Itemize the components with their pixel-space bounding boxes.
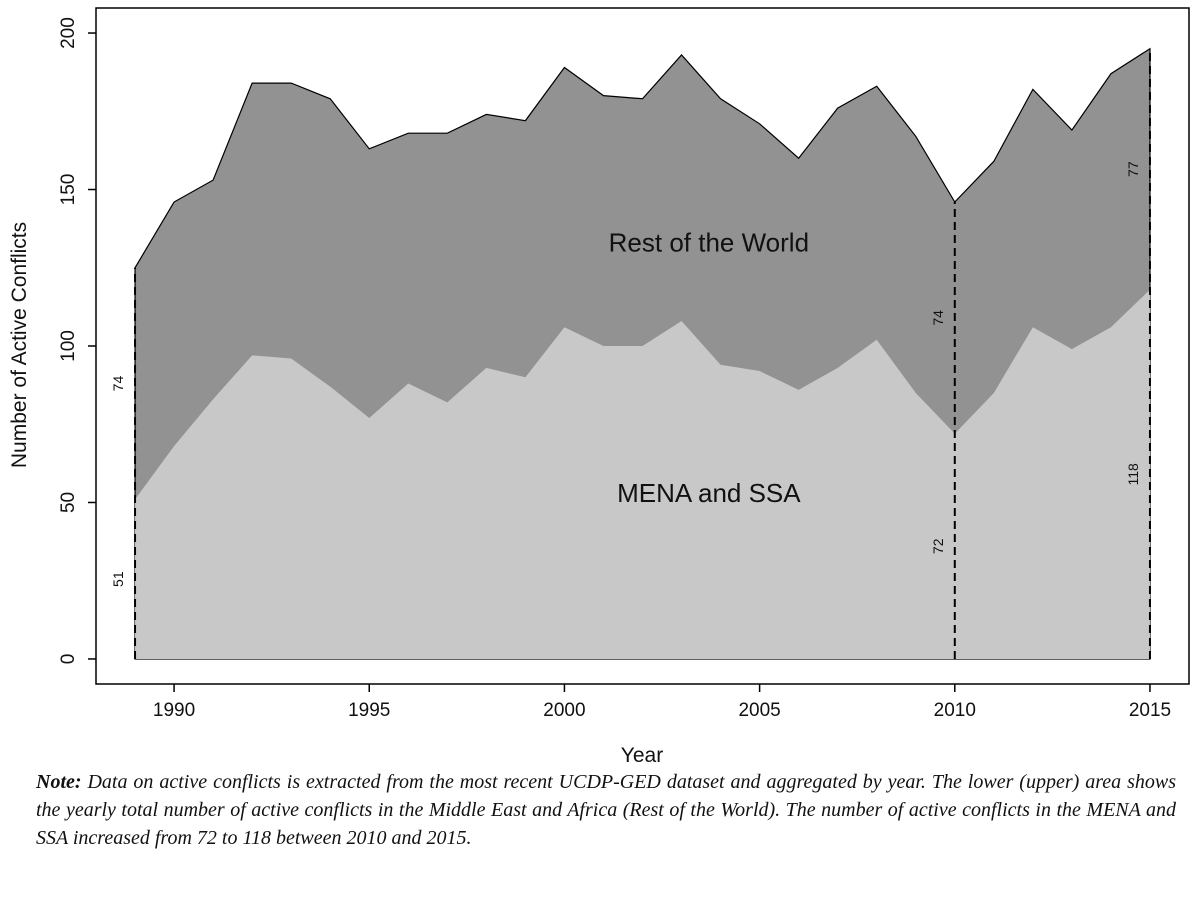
area-chart: 1990 1995 2000 2005 2010 2015 0 50 100 150 200 51… <box>8 7 1190 767</box>
x-tick-label-2010: 2010 <box>934 700 976 721</box>
y-tick-label-150: 150 <box>58 174 79 206</box>
series-label-mena-ssa: MENA and SSA <box>617 478 801 508</box>
series-label-rest-of-world: Rest of the World <box>609 228 809 258</box>
x-tick-label-1995: 1995 <box>348 700 390 721</box>
note-label: Note: <box>36 771 82 793</box>
x-axis: 1990 1995 2000 2005 2010 2015 <box>153 684 1171 721</box>
x-axis-title: Year <box>621 744 663 767</box>
y-axis-title: Number of Active Conflicts <box>8 222 31 468</box>
area-mena-ssa <box>135 289 1150 659</box>
data-label-upper-2010: 74 <box>930 310 946 326</box>
data-label-lower-1989: 51 <box>110 571 126 587</box>
data-label-upper-2015: 77 <box>1125 161 1141 177</box>
y-axis: 0 50 100 150 200 <box>58 17 96 664</box>
data-label-lower-2015: 118 <box>1125 463 1141 486</box>
y-tick-label-0: 0 <box>58 654 79 665</box>
x-tick-label-1990: 1990 <box>153 700 195 721</box>
x-tick-label-2015: 2015 <box>1129 700 1171 721</box>
data-label-lower-2010: 72 <box>930 538 946 554</box>
note-text: Data on active conflicts is extracted fr… <box>36 771 1176 849</box>
y-tick-label-100: 100 <box>58 330 79 362</box>
y-tick-label-200: 200 <box>58 17 79 49</box>
y-tick-label-50: 50 <box>58 492 79 513</box>
chart-areas <box>134 47 1151 660</box>
marker-lines <box>134 48 1151 659</box>
figure-note: Note: Data on active conflicts is extrac… <box>36 768 1176 852</box>
data-labels: 51 74 72 74 118 77 <box>110 161 1141 587</box>
data-label-upper-1989: 74 <box>110 376 126 392</box>
x-tick-label-2000: 2000 <box>543 700 585 721</box>
x-tick-label-2005: 2005 <box>738 700 780 721</box>
